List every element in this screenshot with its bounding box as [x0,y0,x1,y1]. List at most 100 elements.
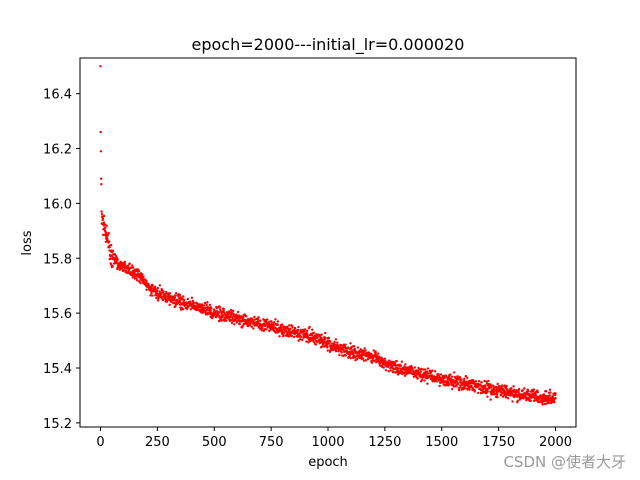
loss-point [404,363,407,366]
loss-point [243,313,246,316]
loss-point [111,265,114,268]
loss-point [281,323,284,326]
loss-point [370,361,374,364]
loss-point [233,323,236,326]
loss-point [510,387,513,390]
loss-point [487,379,490,383]
loss-point [274,318,277,321]
loss-point [344,354,347,357]
loss-point [116,258,119,262]
loss-point [425,370,429,373]
loss-point [145,288,148,292]
loss-point [164,294,167,298]
chart-title: epoch=2000---initial_lr=0.000020 [192,35,465,55]
loss-point [131,266,135,269]
loss-point [477,379,481,383]
loss-point [431,369,434,372]
loss-point [453,371,456,374]
loss-point [455,380,458,383]
loss-point [231,317,234,321]
loss-point [202,304,206,307]
loss-point [280,326,283,329]
loss-point [238,322,241,326]
loss-point [463,377,466,381]
loss-point [340,351,343,354]
loss-point [291,326,294,329]
y-axis-label: loss [20,230,35,255]
loss-point [364,359,367,362]
loss-point [523,387,526,390]
loss-point [457,388,461,392]
loss-point [548,388,552,391]
loss-point [313,338,317,341]
loss-point [292,335,296,339]
loss-point [123,263,127,267]
loss-point [389,369,392,372]
loss-point [435,380,438,383]
loss-point [548,394,552,397]
loss-point [234,318,237,322]
loss-point [123,260,127,264]
loss-point [399,364,403,367]
loss-point [352,344,356,348]
loss-point [220,319,223,322]
loss-point [374,351,377,355]
loss-point [266,318,269,321]
loss-point [241,324,244,328]
loss-point [101,217,105,220]
loss-point [504,396,508,399]
loss-point [246,324,250,328]
loss-point [107,232,111,235]
loss-point [109,254,112,258]
loss-point [521,389,524,392]
loss-point [553,400,556,404]
loss-point [282,333,285,337]
loss-point [290,334,294,338]
loss-point [364,349,367,352]
x-tick-label: 250 [145,435,170,450]
loss-point [163,292,167,296]
loss-point [501,385,504,388]
loss-point [458,376,462,379]
loss-point [344,343,347,346]
y-tick-label: 15.2 [43,417,72,432]
loss-point [105,224,108,227]
loss-point [283,331,286,334]
loss-point [466,388,469,391]
loss-point [494,392,497,395]
loss-point [245,315,248,318]
loss-point [127,265,130,268]
loss-point [160,294,163,297]
loss-point [496,382,499,386]
loss-point [423,368,427,371]
loss-point [468,388,471,391]
loss-point [511,400,514,403]
loss-point [137,270,141,273]
loss-point [157,297,160,300]
loss-point [101,215,104,218]
loss-point [450,375,454,378]
plot-area-frame [79,57,577,428]
x-axis-label: epoch [308,455,348,470]
loss-point [339,343,343,347]
loss-point [422,375,425,379]
loss-point [102,221,106,224]
loss-point [527,390,530,393]
loss-point [99,150,103,153]
csdn-watermark: CSDN @使者大牙 [503,453,626,471]
loss-point [377,352,380,355]
loss-point [506,397,510,400]
loss-point [336,341,339,344]
loss-point [231,315,234,319]
loss-point [484,385,487,388]
loss-point [394,364,397,367]
loss-point [157,299,160,302]
loss-point [293,326,297,330]
loss-point [320,333,323,336]
loss-point [128,262,132,265]
loss-point [105,236,109,240]
loss-point [395,359,398,363]
loss-point [420,367,423,371]
loss-point [352,352,355,355]
loss-point [451,387,454,391]
